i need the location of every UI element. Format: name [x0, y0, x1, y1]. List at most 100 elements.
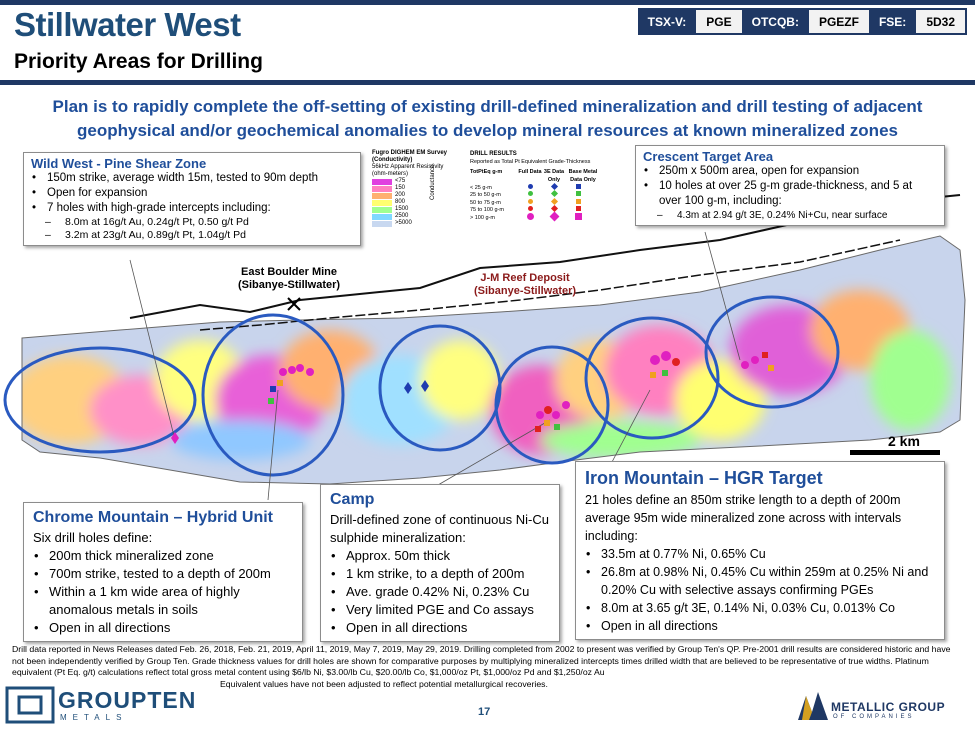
page-number: 17 — [478, 706, 491, 718]
drill-legend-circle-symbol — [518, 191, 542, 199]
drill-symbol-icon — [550, 190, 558, 198]
list-item: Within a 1 km wide area of highly anomal… — [33, 583, 293, 619]
list-item: 150m strike, average width 15m, tested t… — [31, 171, 353, 186]
drill-symbol-icon — [526, 212, 534, 220]
drill-legend-label: < 25 g-m — [470, 184, 492, 191]
drill-symbol-icon — [575, 183, 581, 189]
drill-legend-circle-symbol — [518, 212, 542, 223]
drill-legend-label: 50 to 75 g-m — [470, 199, 501, 206]
crescent-callout: Crescent Target Area 250m x 500m area, o… — [635, 145, 945, 226]
callout-list: 250m x 500m area, open for expansion 10 … — [643, 164, 937, 222]
list-item: Open in all directions — [33, 619, 293, 637]
drill-symbol-icon — [527, 198, 533, 204]
em-legend-row: 150 — [372, 185, 462, 192]
em-legend-row: <75 — [372, 178, 462, 185]
callout-title: Crescent Target Area — [643, 149, 774, 164]
ticker-exchange: TSX-V: — [647, 14, 687, 29]
list-item: 700m strike, tested to a depth of 200m — [33, 565, 293, 583]
drill-symbol-icon — [575, 191, 581, 197]
callout-intro: 21 holes define an 850m strike length to… — [585, 493, 902, 543]
em-legend-swatch — [372, 206, 392, 213]
list-item: Open in all directions — [585, 617, 935, 635]
em-legend-label: >5000 — [395, 220, 412, 226]
em-legend-swatch — [372, 199, 392, 206]
callout-title: Wild West - Pine Shear Zone — [31, 156, 207, 171]
callout-list: 150m strike, average width 15m, tested t… — [31, 171, 353, 242]
legend-header-cell: 3E Data Only — [543, 169, 565, 183]
drill-symbol-icon — [575, 198, 581, 204]
jm-reef-label: J-M Reef Deposit (Sibanye-Stillwater) — [474, 272, 576, 298]
ticker-bar: TSX-V: PGE OTCQB: PGEZF FSE: 5D32 — [637, 8, 967, 35]
drill-symbol-icon — [527, 191, 533, 197]
metallic-group-logo-icon — [798, 692, 828, 720]
wild-west-callout: Wild West - Pine Shear Zone 150m strike,… — [23, 152, 361, 246]
em-legend-label: <75 — [395, 178, 406, 184]
drill-legend-square-symbol — [566, 206, 590, 214]
footnote-continued: Equivalent values have not been adjusted… — [220, 679, 548, 689]
mine-icon — [287, 297, 301, 311]
label-line: East Boulder Mine — [241, 266, 338, 278]
legend-subtitle: Reported as Total Pt Equivalent Grade-Th… — [470, 159, 591, 165]
list-subitem: 8.0m at 16g/t Au, 0.24g/t Pt, 0.50 g/t P… — [31, 216, 353, 229]
callout-title: Iron Mountain – HGR Target — [585, 468, 823, 488]
callout-list: 200m thick mineralized zone 700m strike,… — [33, 547, 293, 637]
list-item: 7 holes with high-grade intercepts inclu… — [31, 201, 353, 216]
list-item: 1 km strike, to a depth of 200m — [330, 565, 550, 583]
footnote: Drill data reported in News Releases dat… — [12, 644, 951, 677]
metallic-group-sub: OF COMPANIES — [833, 714, 915, 720]
legend-title: (Conductivity) — [372, 157, 413, 163]
legend-header-cell: Base Metal Data Only — [568, 169, 598, 183]
drill-legend-square-symbol — [566, 198, 590, 207]
headline: Plan is to rapidly complete the off-sett… — [52, 97, 923, 140]
drill-legend-label: 75 to 100 g-m — [470, 207, 504, 214]
legend-subtitle: (ohm-meters) — [372, 171, 409, 177]
page-subtitle: Priority Areas for Drilling — [14, 50, 263, 73]
callout-title: Camp — [330, 491, 375, 508]
drill-symbol-icon — [527, 183, 533, 189]
drill-legend-square-symbol — [566, 183, 590, 192]
drill-legend-row: 25 to 50 g-m — [470, 190, 630, 200]
ticker-symbol: 5D32 — [916, 10, 965, 33]
em-legend-label: 200 — [395, 192, 406, 198]
scale-bar — [850, 450, 940, 455]
callout-title: Chrome Mountain – Hybrid Unit — [33, 509, 273, 526]
list-item: Open for expansion — [31, 186, 353, 201]
list-item: 33.5m at 0.77% Ni, 0.65% Cu — [585, 545, 935, 563]
drill-legend-row: 50 to 75 g-m — [470, 197, 630, 207]
east-boulder-label: East Boulder Mine (Sibanye-Stillwater) — [238, 266, 340, 292]
ticker-exchange: FSE: — [878, 14, 907, 29]
chrome-mountain-callout: Chrome Mountain – Hybrid Unit Six drill … — [23, 502, 303, 642]
ticker-exchange: OTCQB: — [751, 14, 799, 29]
legend-rows: < 25 g-m 25 to 50 g-m 50 to 75 g-m 75 to 10… — [470, 182, 630, 223]
drill-symbol-icon — [527, 206, 533, 212]
legend-header: TotPtEq g-m Full Data 3E Data Only Base … — [470, 168, 630, 184]
list-item: Open in all directions — [330, 619, 550, 637]
list-item: 8.0m at 3.65 g/t 3E, 0.14% Ni, 0.03% Cu,… — [585, 599, 935, 617]
em-legend-swatch — [372, 185, 392, 192]
callout-intro: Drill-defined zone of continuous Ni-Cu s… — [330, 512, 549, 545]
label-line: (Sibanye-Stillwater) — [238, 279, 341, 291]
drill-legend-label: > 100 g-m — [470, 214, 495, 221]
drill-legend: DRILL RESULTS Reported as Total Pt Equiv… — [470, 150, 630, 222]
em-legend-swatch — [372, 192, 392, 199]
label-line: (Sibanye-Stillwater) — [474, 285, 577, 297]
callout-intro: Six drill holes define: — [33, 530, 153, 545]
drill-legend-circle-symbol — [518, 183, 542, 192]
em-legend-label: 1500 — [395, 206, 409, 212]
em-anomaly-map — [22, 236, 965, 484]
group-ten-logo — [5, 686, 55, 724]
ticker-symbol: PGE — [696, 10, 742, 33]
drill-hole-markers — [171, 351, 774, 444]
drill-symbol-icon — [575, 206, 581, 212]
list-item: Approx. 50m thick — [330, 547, 550, 565]
drill-legend-square-symbol — [566, 212, 590, 223]
em-legend-row: 800 — [372, 199, 462, 206]
em-legend-label: 800 — [395, 199, 406, 205]
legend-title: DRILL RESULTS — [470, 151, 517, 157]
legend-header-cell: TotPtEq g-m — [470, 169, 503, 175]
group-ten-wordmark: GROUPTEN — [58, 687, 197, 713]
list-subitem: 3.2m at 23g/t Au, 0.89g/t Pt, 1.04g/t Pd — [31, 229, 353, 242]
list-subitem: 4.3m at 2.94 g/t 3E, 0.24% Ni+Cu, near s… — [643, 209, 937, 222]
camp-callout: Camp Drill-defined zone of continuous Ni… — [320, 484, 560, 642]
